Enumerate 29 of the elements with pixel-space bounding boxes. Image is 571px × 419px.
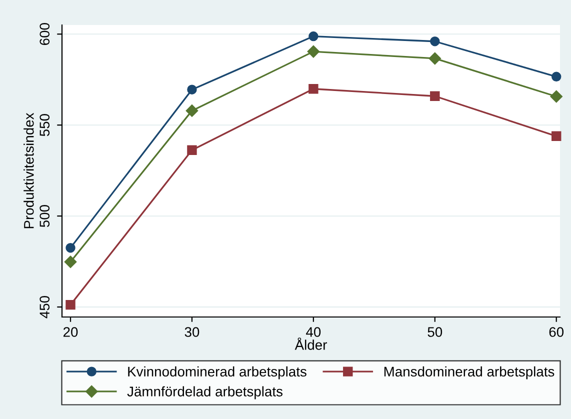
legend-label: Mansdominerad arbetsplats [384, 366, 554, 380]
point [66, 243, 76, 253]
point [430, 91, 440, 101]
point [187, 145, 197, 156]
x-tick-label: 20 [63, 327, 78, 337]
y-tick-label: 550 [40, 114, 50, 136]
point [428, 52, 441, 65]
point [307, 45, 320, 58]
point [308, 84, 318, 94]
y-tick-label: 600 [40, 23, 50, 45]
point [187, 84, 197, 94]
point [308, 31, 318, 42]
x-tick-label: 50 [428, 327, 442, 337]
point [64, 256, 77, 268]
y-tick-label: 450 [40, 296, 50, 318]
legend-label: Kvinnodominerad arbetsplats [128, 366, 306, 380]
x-tick-label: 60 [549, 327, 564, 337]
x-tick-label: 30 [184, 327, 200, 337]
point [551, 131, 562, 142]
point [66, 300, 76, 310]
point [186, 104, 198, 117]
point [550, 90, 562, 103]
legend-label: Jämnfördelad arbetsplats [127, 386, 282, 400]
point [430, 36, 440, 46]
x-axis-title: Ålder [294, 338, 327, 350]
y-tick-label: 500 [40, 204, 50, 228]
y-axis-title: Produktivitetsindex [24, 112, 34, 228]
point [551, 72, 562, 82]
x-tick-label: 40 [306, 327, 321, 337]
